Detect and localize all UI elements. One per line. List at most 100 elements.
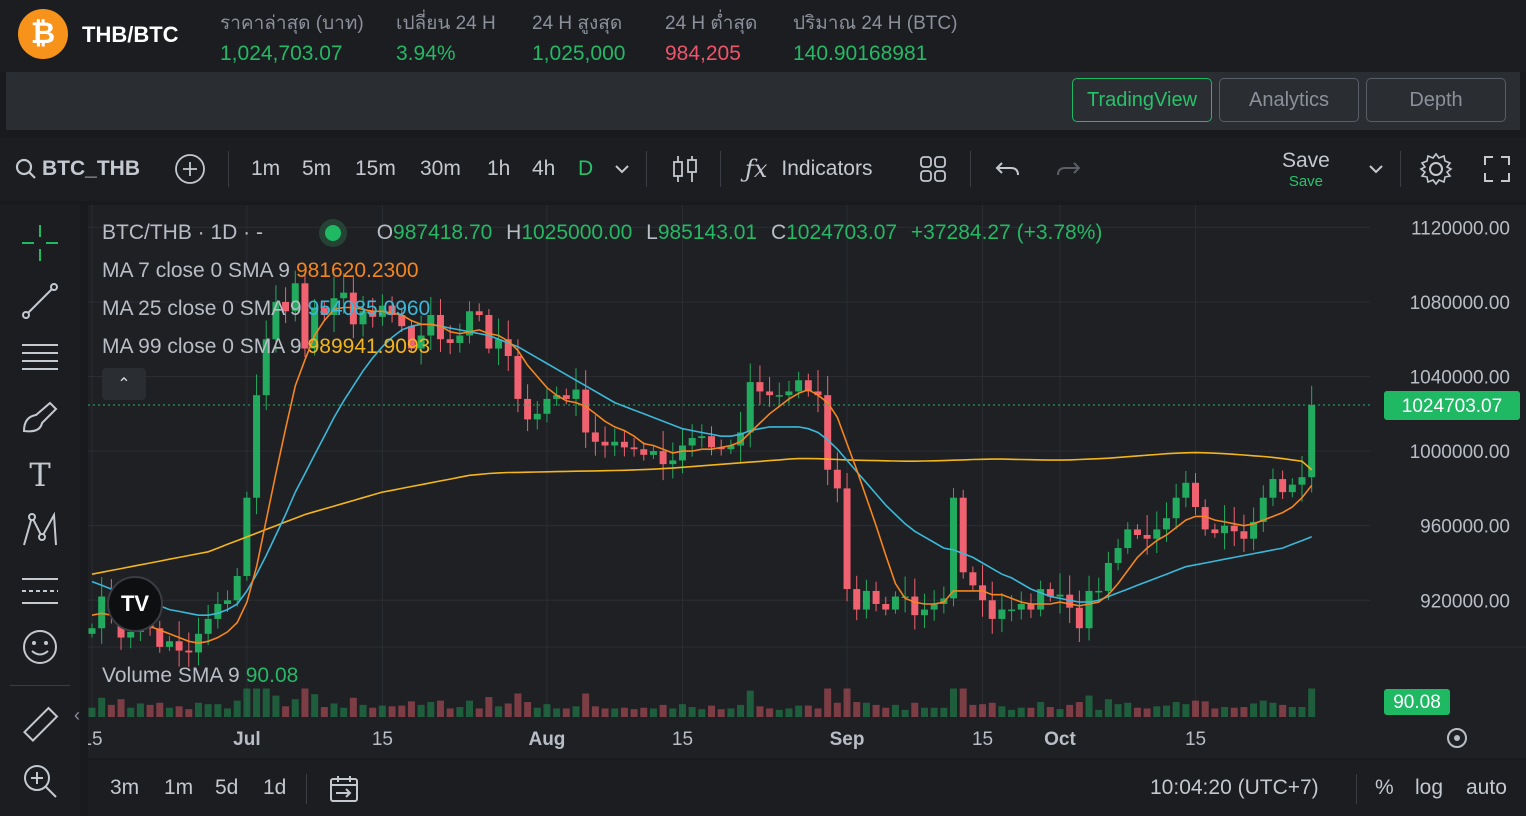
forecast-tool[interactable] <box>16 569 64 613</box>
volume-bar <box>843 688 851 717</box>
save-dropdown[interactable] <box>1366 137 1386 201</box>
redo-button[interactable] <box>1054 137 1082 201</box>
settings-button[interactable] <box>1418 137 1454 201</box>
volume-bar <box>882 707 890 717</box>
volume-bar <box>1153 706 1161 717</box>
collapse-legend-button[interactable]: ⌃ <box>102 368 146 400</box>
tab-depth[interactable]: Depth <box>1366 78 1506 122</box>
undo-button[interactable] <box>994 137 1022 201</box>
candle <box>1124 529 1132 549</box>
interval-15m[interactable]: 15m <box>355 157 396 180</box>
range-5d[interactable]: 5d <box>215 776 239 799</box>
pattern-tool[interactable] <box>16 509 64 553</box>
interval-1h[interactable]: 1h <box>487 157 511 180</box>
interval-1m[interactable]: 1m <box>251 157 281 180</box>
candle <box>1085 590 1093 629</box>
volume-bar <box>891 704 899 717</box>
volume-bar <box>1046 707 1054 717</box>
range-1m[interactable]: 1m <box>164 776 194 799</box>
candle <box>1114 548 1122 563</box>
price-chart[interactable]: 1120000.00 1080000.00 1040000.00 1000000.00… <box>88 205 1526 758</box>
candle <box>388 305 396 315</box>
interval-5m[interactable]: 5m <box>302 157 332 180</box>
brush-tool[interactable] <box>16 395 64 439</box>
volume-bar <box>495 706 503 717</box>
measure-tool[interactable] <box>16 703 64 747</box>
candle <box>524 398 532 420</box>
auto-toggle[interactable]: auto <box>1466 776 1507 799</box>
chart-type-button[interactable] <box>670 137 700 201</box>
candle <box>282 301 290 312</box>
ma99-line <box>91 451 1313 575</box>
volume-bar <box>262 688 270 717</box>
fib-tool[interactable] <box>16 335 64 379</box>
volume-bar <box>136 703 144 717</box>
horizontal-lines-icon <box>22 344 58 370</box>
volume-bar <box>146 704 154 717</box>
volume-bar <box>1259 700 1267 717</box>
volume-bar <box>553 708 561 717</box>
stat-high-24h: 24 H สูงสุด 1,025,000 <box>532 13 626 65</box>
range-3m[interactable]: 3m <box>110 776 140 799</box>
compare-button[interactable] <box>174 137 206 201</box>
percent-toggle[interactable]: % <box>1375 776 1394 799</box>
candle <box>1230 525 1238 532</box>
volume-bar <box>591 706 599 717</box>
chart-canvas[interactable]: 1120000.00 1080000.00 1040000.00 1000000.00… <box>88 205 1526 758</box>
candle <box>959 497 967 573</box>
text-tool[interactable]: T <box>16 453 64 497</box>
log-toggle[interactable]: log <box>1415 776 1444 799</box>
volume-bar <box>582 693 590 717</box>
symbol-search[interactable]: BTC_THB <box>14 137 140 201</box>
candle <box>1008 609 1016 612</box>
candle <box>737 432 745 446</box>
volume-bar <box>533 707 541 717</box>
candle <box>485 315 493 349</box>
axis-settings-icon <box>1454 735 1460 741</box>
collapse-toolbar-icon[interactable]: ‹ <box>74 705 80 725</box>
layouts-button[interactable] <box>918 137 948 201</box>
interval-d[interactable]: D <box>578 157 594 180</box>
zoom-tool[interactable] <box>16 759 64 803</box>
tab-analytics[interactable]: Analytics <box>1219 78 1359 122</box>
candle <box>1162 518 1170 530</box>
interval-dropdown[interactable] <box>612 137 632 201</box>
function-icon: ƒx <box>745 155 768 183</box>
range-1d[interactable]: 1d <box>263 776 287 799</box>
volume-bar <box>1192 700 1200 717</box>
fullscreen-icon <box>1484 156 1510 182</box>
smiley-icon <box>23 630 57 664</box>
volume-bar <box>862 702 870 717</box>
candle <box>688 438 696 446</box>
candle <box>979 585 987 601</box>
tradingview-logo[interactable]: TV <box>107 576 163 632</box>
clock[interactable]: 10:04:20 (UTC+7) <box>1150 776 1319 799</box>
candle <box>398 315 406 327</box>
candle <box>620 441 628 448</box>
tab-tradingview[interactable]: TradingView <box>1072 78 1212 122</box>
candle <box>262 339 270 396</box>
candle <box>1153 529 1161 539</box>
divider <box>970 151 971 187</box>
save-button[interactable]: Save Save <box>1282 148 1330 190</box>
volume-bar <box>1211 708 1219 717</box>
interval-30m[interactable]: 30m <box>420 157 461 180</box>
candle <box>156 628 164 647</box>
emoji-tool[interactable] <box>16 625 64 669</box>
candle <box>224 600 232 604</box>
volume-bar <box>436 700 444 717</box>
candle <box>446 339 454 343</box>
candle <box>1143 535 1151 539</box>
volume-bar <box>1017 707 1025 717</box>
trendline-tool[interactable] <box>16 279 64 323</box>
crosshair-tool[interactable] <box>16 221 64 265</box>
divider <box>646 151 647 187</box>
volume-bar <box>998 706 1006 717</box>
volume-bar <box>1269 702 1277 717</box>
volume-bar <box>1182 704 1190 717</box>
fullscreen-button[interactable] <box>1482 137 1512 201</box>
indicators-button[interactable]: ƒx Indicators <box>745 155 873 183</box>
candle <box>543 398 551 414</box>
goto-date-button[interactable] <box>328 774 360 810</box>
interval-4h[interactable]: 4h <box>532 157 556 180</box>
